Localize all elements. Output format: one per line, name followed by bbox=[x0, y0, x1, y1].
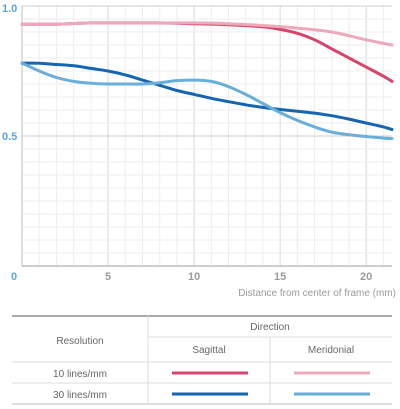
x-tick-label: 20 bbox=[360, 271, 372, 283]
series-sagittal-30-line bbox=[20, 61, 394, 131]
chart-axes bbox=[21, 6, 392, 267]
legend-table: Resolution Direction Sagittal Meridonial… bbox=[12, 315, 392, 405]
legend-sagittal-header: Sagittal bbox=[192, 345, 225, 356]
legend-direction-header: Direction bbox=[250, 322, 289, 333]
series-meridonial-30-line bbox=[20, 61, 394, 141]
tick-labels: 0 5 10 15 20 0.5 1.0 bbox=[2, 3, 372, 283]
x-tick-label: 5 bbox=[105, 271, 111, 283]
chart-grid bbox=[21, 5, 392, 267]
y-tick-label: 0.5 bbox=[2, 131, 17, 143]
x-axis-label: Distance from center of frame (mm) bbox=[238, 288, 396, 299]
y-tick-label: 1.0 bbox=[2, 3, 17, 15]
legend-meridonial-header: Meridonial bbox=[308, 345, 354, 356]
mtf-chart: 0 5 10 15 20 0.5 1.0 Distance from center of f… bbox=[2, 3, 396, 299]
x-tick-label: 15 bbox=[274, 271, 286, 283]
series-meridonial-10-line bbox=[20, 21, 394, 47]
legend-resolution-header: Resolution bbox=[56, 336, 103, 347]
x-tick-label: 10 bbox=[188, 271, 200, 283]
series-layer bbox=[20, 21, 394, 141]
legend-row-10-label: 10 lines/mm bbox=[53, 369, 107, 380]
x-tick-label: 0 bbox=[11, 271, 17, 283]
legend-row-30-label: 30 lines/mm bbox=[53, 390, 107, 401]
